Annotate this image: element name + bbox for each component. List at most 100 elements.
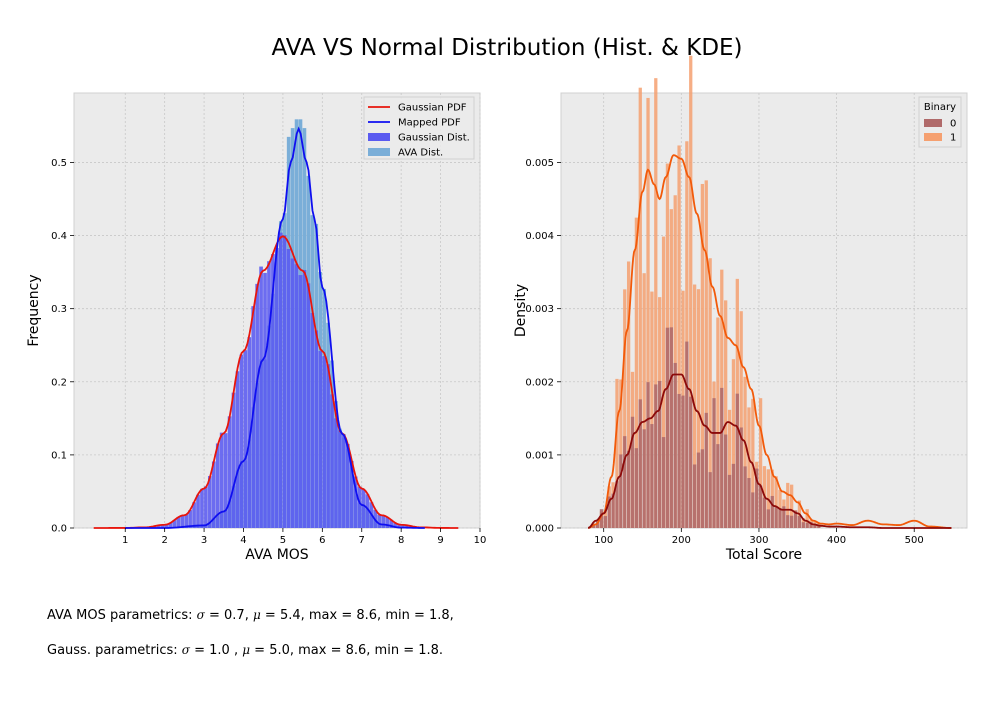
y-tick-label: 0.005 xyxy=(525,158,554,169)
gaussian-dist-bar xyxy=(208,476,212,528)
caption-mu-value: = 5.4, max = 8.6, min = 1.8, xyxy=(260,608,454,623)
binary-0-bar xyxy=(751,492,755,528)
gaussian-dist-bar xyxy=(377,514,382,528)
binary-0-bar xyxy=(790,515,794,528)
binary-1-bar xyxy=(673,195,677,529)
gaussian-dist-bar xyxy=(172,520,177,528)
binary-0-bar xyxy=(716,444,720,528)
y-tick-label: 0.004 xyxy=(525,231,554,242)
x-tick-label: 7 xyxy=(359,535,365,546)
binary-1-bar xyxy=(786,482,790,528)
binary-0-bar xyxy=(758,485,763,528)
binary-0-bar xyxy=(646,382,650,528)
plot-marks xyxy=(93,119,459,529)
gaussian-dist-bar xyxy=(381,515,386,528)
gaussian-dist-bar xyxy=(405,525,409,528)
y-tick-label: 0.2 xyxy=(51,377,67,388)
legend-entry-label: 1 xyxy=(950,133,956,144)
gaussian-dist-bar xyxy=(247,337,252,528)
gaussian-dist-bar xyxy=(211,461,216,528)
legend: Gaussian PDF Mapped PDF Gaussian Dist. AVA … xyxy=(363,96,475,160)
binary-0-bar xyxy=(778,508,782,528)
gaussian-pdf-line xyxy=(93,235,459,529)
binary-1-bar xyxy=(700,183,705,529)
binary-0-bar xyxy=(650,424,654,528)
caption-ava-parametrics: AVA MOS parametrics: σ = 0.7, μ = 5.4, m… xyxy=(47,608,454,623)
gaussian-dist-bar xyxy=(365,494,370,528)
binary-1-bar xyxy=(626,261,631,528)
gaussian-dist-bar xyxy=(286,249,291,528)
binary-0-bar xyxy=(774,506,778,528)
x-tick-label: 8 xyxy=(398,535,404,546)
x-tick-label: 200 xyxy=(672,535,691,546)
binary-1-bar xyxy=(805,509,809,528)
y-tick-label: 0.5 xyxy=(51,158,67,169)
sigma-symbol: σ xyxy=(181,643,190,657)
mu-symbol: μ xyxy=(242,643,251,657)
caption-mu-value: = 5.0, max = 8.6, min = 1.8. xyxy=(250,643,444,658)
gaussian-dist-bar xyxy=(275,247,279,528)
gaussian-dist-bar xyxy=(290,258,295,528)
gaussian-dist-bar xyxy=(267,261,271,528)
gaussian-dist-bar xyxy=(326,364,330,528)
gaussian-dist-bar xyxy=(184,514,189,528)
x-tick-label: 6 xyxy=(319,535,325,546)
binary-0-bar xyxy=(712,398,716,528)
gaussian-dist-bar xyxy=(302,270,307,528)
binary-1-bar xyxy=(724,300,728,528)
binary-1-bar xyxy=(685,141,689,529)
gaussian-dist-bar xyxy=(164,524,169,528)
gaussian-dist-bar xyxy=(168,522,173,528)
binary-0-bar xyxy=(661,437,666,528)
gaussian-dist-bar xyxy=(239,354,244,528)
binary-0-bar xyxy=(615,481,619,528)
binary-1-bar xyxy=(758,398,763,528)
x-tick-label: 10 xyxy=(474,535,487,546)
binary-0-bar xyxy=(692,464,697,528)
grid xyxy=(561,93,967,529)
binary-0-bar xyxy=(809,522,813,528)
gaussian-dist-bar xyxy=(397,524,401,528)
binary-0-bar xyxy=(731,463,736,528)
y-tick-label: 0.4 xyxy=(51,231,67,242)
x-tick-label: 100 xyxy=(594,535,613,546)
legend-title: Binary xyxy=(924,102,956,113)
x-tick-label: 2 xyxy=(161,535,167,546)
gaussian-dist-bar xyxy=(263,272,267,528)
gaussian-dist-bar xyxy=(176,516,181,528)
y-axis-label: Frequency xyxy=(26,274,42,346)
gaussian-dist-bar xyxy=(196,494,200,528)
binary-0-bar xyxy=(642,429,646,528)
x-tick-label: 500 xyxy=(905,535,924,546)
binary-0-bar xyxy=(611,493,615,528)
gaussian-dist-bar xyxy=(389,519,393,528)
binary-1-bar xyxy=(774,476,778,528)
binary-1-bar xyxy=(790,484,794,528)
gaussian-dist-bar xyxy=(318,350,323,528)
binary-1-bar xyxy=(731,359,736,528)
gaussian-dist-bar xyxy=(334,418,338,528)
binary-0-bar xyxy=(743,466,747,528)
binary-0-bar xyxy=(658,380,662,528)
gaussian-dist-bar xyxy=(271,254,275,528)
binary-1-bar xyxy=(704,180,708,528)
legend-entry-label: 0 xyxy=(950,119,956,130)
binary-1-bar xyxy=(747,407,751,528)
binary-0-bar xyxy=(696,452,701,528)
gaussian-dist-bar xyxy=(298,275,303,528)
gaussian-dist-bar xyxy=(385,517,390,528)
chart-ava-mos: 1 2 3 4 5 6 7 8 9 10 0.0 0.1 0.2 0.3 0.4 0.5 AVA MOS Fr… xyxy=(26,92,487,563)
gaussian-dist-bar xyxy=(282,235,287,528)
mapped-pdf-line xyxy=(125,126,425,529)
binary-0-bar xyxy=(770,495,774,528)
gaussian-dist-bar xyxy=(243,350,248,528)
y-tick-label: 0.1 xyxy=(51,450,67,461)
figure-title: AVA VS Normal Distribution (Hist. & KDE) xyxy=(271,35,742,61)
gaussian-dist-bar xyxy=(338,430,342,528)
gaussian-dist-bar xyxy=(192,502,196,528)
legend-swatch-bar xyxy=(924,119,942,127)
binary-0-bar xyxy=(739,427,743,528)
gaussian-dist-bar xyxy=(235,371,240,528)
y-tick-label: 0.003 xyxy=(525,304,554,315)
binary-0-bar xyxy=(762,497,767,528)
